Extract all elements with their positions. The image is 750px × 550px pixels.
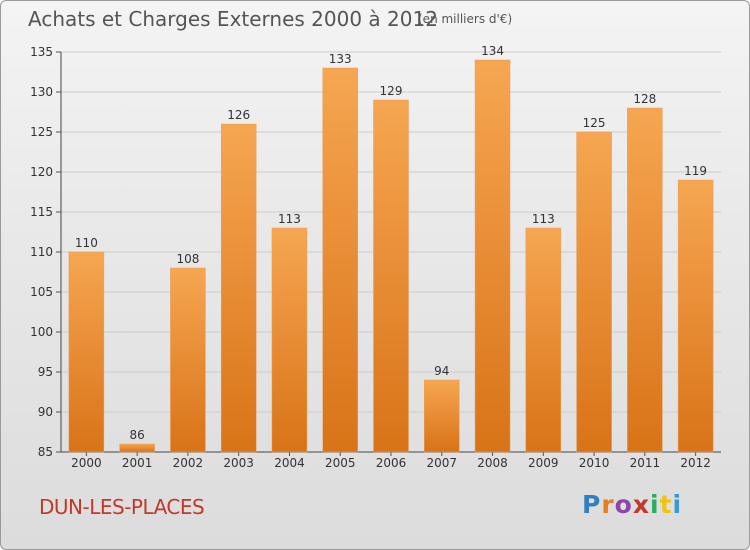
value-label: 113 xyxy=(532,212,555,226)
x-tick-label: 2009 xyxy=(528,456,559,470)
x-tick-label: 2008 xyxy=(477,456,508,470)
bar-2005[interactable] xyxy=(322,67,358,453)
value-label: 125 xyxy=(583,116,606,130)
commune-name: DUN-LES-PLACES xyxy=(39,495,205,519)
logo-letter: o xyxy=(614,490,633,519)
y-tick-label: 105 xyxy=(30,285,53,299)
y-tick-label: 110 xyxy=(30,245,53,259)
bar-2006[interactable] xyxy=(373,99,409,453)
value-label: 133 xyxy=(329,52,352,66)
chart-title: Achats et Charges Externes 2000 à 2012 xyxy=(28,7,438,31)
bar-2010[interactable] xyxy=(576,131,612,453)
bar-2007[interactable] xyxy=(424,379,460,453)
logo-letter: i xyxy=(672,490,683,519)
y-tick-label: 115 xyxy=(30,205,53,219)
bar-2008[interactable] xyxy=(474,59,511,453)
x-tick-label: 2004 xyxy=(274,456,305,470)
bar-2002[interactable] xyxy=(170,267,206,453)
value-label: 94 xyxy=(434,364,449,378)
x-tick-label: 2006 xyxy=(376,456,407,470)
bar-2003[interactable] xyxy=(220,123,257,453)
logo-letter: t xyxy=(659,490,673,519)
x-tick-label: 2001 xyxy=(122,456,153,470)
y-tick-label: 120 xyxy=(30,165,53,179)
y-tick-label: 95 xyxy=(38,365,53,379)
chart-subtitle: (en milliers d'€) xyxy=(418,12,513,26)
bar-2011[interactable] xyxy=(627,107,663,453)
labels: 110 2000 86 2001 108 2002 126 2003 113 2004 133 200… xyxy=(71,44,711,470)
value-label: 113 xyxy=(278,212,301,226)
y-tick-label: 130 xyxy=(30,85,53,99)
value-label: 129 xyxy=(380,84,403,98)
bars xyxy=(68,59,714,453)
value-label: 110 xyxy=(75,236,98,250)
x-tick-label: 2002 xyxy=(173,456,204,470)
proxiti-logo[interactable]: Proxiti xyxy=(582,490,682,519)
y-tick-label: 90 xyxy=(38,405,53,419)
logo-letter: P xyxy=(582,490,602,519)
value-label: 128 xyxy=(633,92,656,106)
y-tick-label: 125 xyxy=(30,125,53,139)
x-tick-label: 2003 xyxy=(223,456,254,470)
x-tick-label: 2010 xyxy=(579,456,610,470)
bar-2000[interactable] xyxy=(68,251,105,453)
value-label: 119 xyxy=(684,164,707,178)
value-label: 108 xyxy=(176,252,199,266)
bar-2004[interactable] xyxy=(271,227,308,453)
bar-2001[interactable] xyxy=(119,443,155,453)
logo-letter: i xyxy=(650,490,660,519)
value-label: 126 xyxy=(227,108,250,122)
x-tick-label: 2005 xyxy=(325,456,356,470)
x-tick-label: 2000 xyxy=(71,456,102,470)
value-label: 134 xyxy=(481,44,504,58)
y-tick-label: 100 xyxy=(30,325,53,339)
x-tick-label: 2012 xyxy=(680,456,711,470)
bar-2009[interactable] xyxy=(525,227,562,453)
value-label: 86 xyxy=(130,428,145,442)
logo-letter: x xyxy=(632,490,650,519)
y-tick-label: 135 xyxy=(30,45,53,59)
x-tick-label: 2007 xyxy=(426,456,457,470)
y-tick-label: 85 xyxy=(38,445,53,459)
logo-letter: r xyxy=(601,490,615,519)
x-tick-label: 2011 xyxy=(630,456,661,470)
bar-2012[interactable] xyxy=(677,179,714,453)
